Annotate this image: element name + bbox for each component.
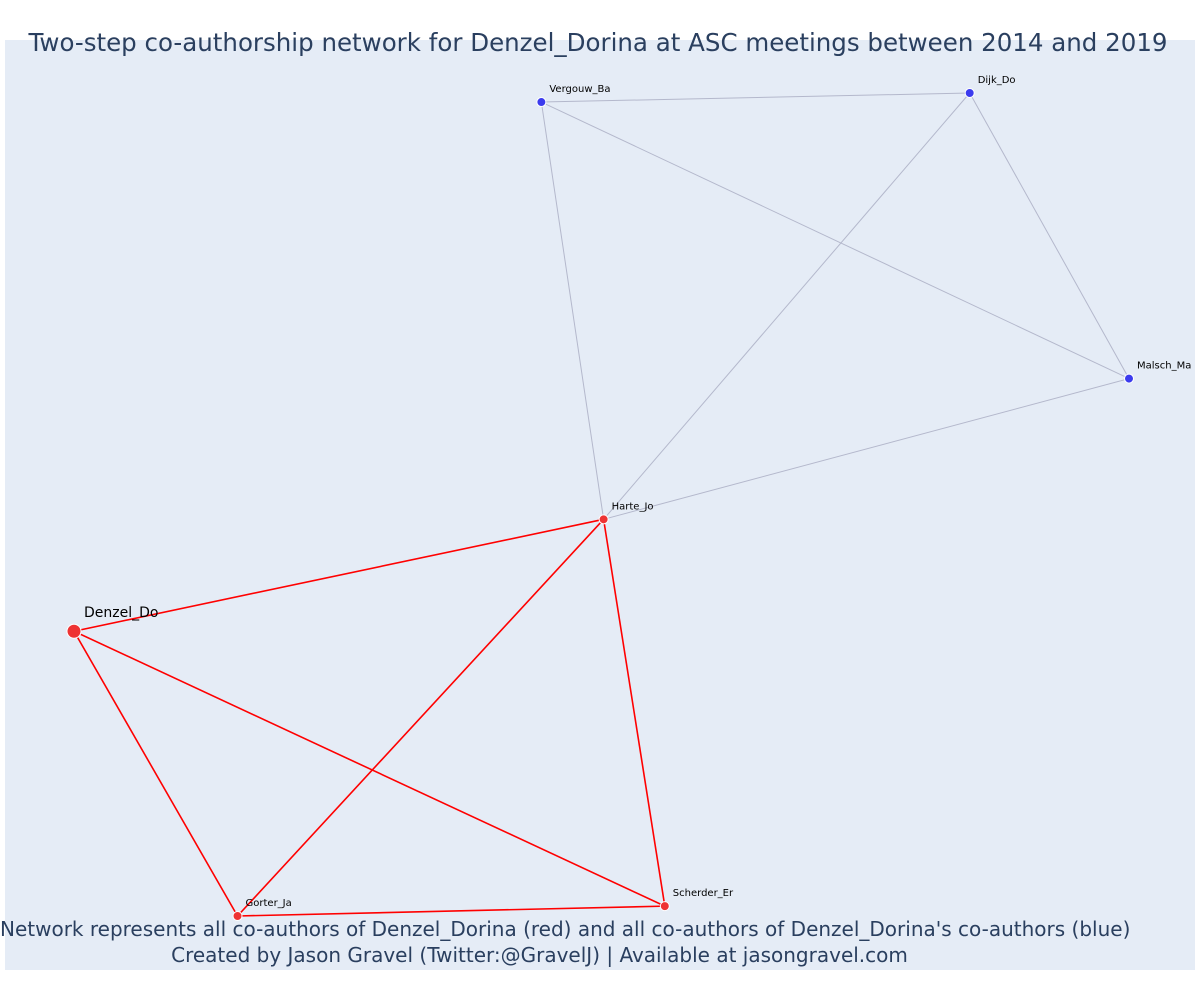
- node-dijk_do[interactable]: [964, 88, 975, 98]
- plot-area: [5, 40, 1195, 970]
- node-label-harte_jo: Harte_Jo: [612, 501, 654, 512]
- node-label-denzel_do: Denzel_Do: [84, 605, 158, 621]
- labels-layer: Denzel_Do Harte_Jo Gorter_Ja Scherder_Er Ver…: [84, 75, 1191, 909]
- edge-vergouw_ba-malsch_ma: [541, 101, 1130, 380]
- caption-legend-note: Network represents all co-authors of Den…: [0, 917, 1131, 941]
- edge-denzel_do-gorter_ja: [73, 630, 239, 917]
- node-label-scherder_er: Scherder_Er: [673, 888, 734, 899]
- edge-denzel_do-harte_jo: [73, 518, 604, 633]
- node-scherder_er[interactable]: [659, 901, 670, 912]
- node-denzel_do[interactable]: [66, 623, 82, 639]
- node-malsch_ma[interactable]: [1124, 373, 1134, 384]
- node-vergouw_ba[interactable]: [536, 97, 547, 108]
- node-label-vergouw_ba: Vergouw_Ba: [549, 84, 610, 95]
- edge-harte_jo-malsch_ma: [603, 378, 1130, 520]
- nodes-layer: [66, 88, 1134, 921]
- edge-harte_jo-dijk_do: [603, 92, 971, 520]
- node-label-dijk_do: Dijk_Do: [978, 75, 1016, 86]
- edge-gorter_ja-scherder_er: [237, 905, 665, 917]
- edge-dijk_do-malsch_ma: [969, 92, 1130, 379]
- node-label-gorter_ja: Gorter_Ja: [246, 898, 292, 909]
- node-gorter_ja[interactable]: [232, 911, 243, 921]
- node-label-malsch_ma: Malsch_Ma: [1137, 361, 1191, 372]
- chart-title: Two-step co-authorship network for Denze…: [28, 28, 1168, 57]
- edge-harte_jo-scherder_er: [602, 519, 666, 907]
- edge-denzel_do-scherder_er: [73, 630, 666, 907]
- edges-layer: [73, 92, 1130, 917]
- node-harte_jo[interactable]: [598, 514, 609, 525]
- edge-harte_jo-vergouw_ba: [540, 101, 605, 520]
- edge-harte_jo-gorter_ja: [236, 518, 605, 917]
- edge-vergouw_ba-dijk_do: [541, 92, 970, 103]
- caption-credit: Created by Jason Gravel (Twitter:@Gravel…: [171, 943, 908, 967]
